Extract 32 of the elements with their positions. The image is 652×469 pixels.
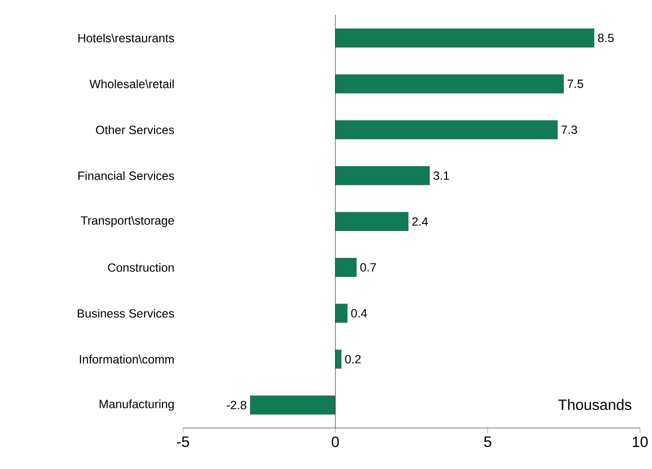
y-tick-label: Construction <box>108 263 174 272</box>
data-label: 8.5 <box>598 34 614 42</box>
data-label: 7.5 <box>568 80 584 88</box>
bar <box>335 74 564 94</box>
data-label: -2.8 <box>226 400 246 410</box>
y-tick-label: Other Services <box>96 125 174 134</box>
y-tick-label: Manufacturing <box>100 399 174 411</box>
bar <box>335 212 408 232</box>
y-tick-label: Hotels\restaurants <box>78 34 174 42</box>
y-tick-label: Business Services <box>78 308 174 318</box>
x-tick-label: 10 <box>632 436 648 448</box>
y-tick-label: Transport\storage <box>80 216 174 228</box>
y-tick-label: Financial Services <box>78 171 174 180</box>
bar <box>335 304 348 323</box>
y-tick-label: Information\comm <box>80 354 174 364</box>
bar <box>335 258 357 277</box>
bar <box>335 166 430 186</box>
bar <box>250 396 336 415</box>
data-label: 0.4 <box>351 309 367 318</box>
data-label: 0.2 <box>345 354 361 364</box>
x-tick-label: 0 <box>332 436 339 448</box>
x-tick-label: -5 <box>177 436 190 447</box>
data-label: 0.7 <box>360 263 376 272</box>
bar <box>335 120 558 140</box>
data-label: 3.1 <box>433 171 450 180</box>
data-label: 7.3 <box>562 126 578 134</box>
y-tick-label: Wholesale\retail <box>89 79 174 88</box>
data-label: 2.4 <box>412 217 428 226</box>
bar <box>335 350 342 369</box>
annotation: Thousands <box>558 399 632 410</box>
bar <box>335 28 594 48</box>
x-tick-label: 5 <box>484 436 492 447</box>
